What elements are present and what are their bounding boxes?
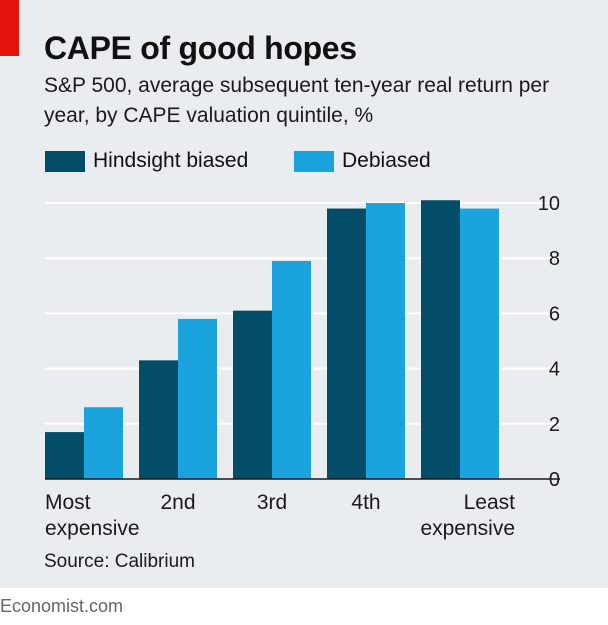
y-tick-label: 6: [549, 303, 560, 325]
legend-item-debiased: Debiased: [294, 148, 431, 174]
y-tick-label: 2: [549, 414, 560, 436]
x-tick-label: 2nd: [160, 491, 195, 514]
chart-title: CAPE of good hopes: [44, 30, 357, 66]
x-tick-label: Most: [45, 491, 91, 514]
legend-label-hindsight-biased: Hindsight biased: [93, 149, 249, 172]
bar: [178, 318, 217, 479]
y-tick-label: 0: [549, 469, 560, 491]
chart-panel: CAPE of good hopes S&P 500, average subs…: [0, 0, 608, 588]
brand-red-tag: [0, 0, 19, 56]
x-tick-label: expensive: [45, 517, 140, 540]
source-note: Source: Calibrium: [44, 551, 195, 572]
x-tick-label: expensive: [420, 517, 515, 540]
footer-credit: Economist.com: [0, 596, 124, 616]
legend-swatch-hindsight-biased: [45, 150, 85, 172]
legend-swatch-debiased: [294, 150, 334, 172]
y-tick-label: 8: [549, 248, 560, 270]
bar: [421, 200, 460, 480]
x-tick-label: 4th: [351, 491, 380, 514]
bar: [366, 203, 405, 479]
bar: [45, 432, 84, 479]
x-tick-label: 3rd: [257, 491, 287, 514]
bar: [139, 360, 178, 479]
bar: [272, 260, 311, 479]
bar: [460, 208, 499, 479]
legend-label-debiased: Debiased: [342, 149, 431, 172]
y-tick-label: 4: [549, 359, 560, 381]
bar: [327, 208, 366, 479]
bar-chart: 0 2 4 6 8 10 Most expensive 2nd 3rd 4th Least expens…: [45, 193, 560, 540]
y-tick-label: 10: [538, 193, 560, 215]
chart-subtitle: S&P 500, average subsequent ten-year rea…: [44, 74, 550, 127]
bar: [233, 310, 272, 479]
x-tick-label: Least: [464, 491, 516, 514]
legend-item-hindsight-biased: Hindsight biased: [45, 148, 248, 174]
bar: [84, 407, 123, 479]
